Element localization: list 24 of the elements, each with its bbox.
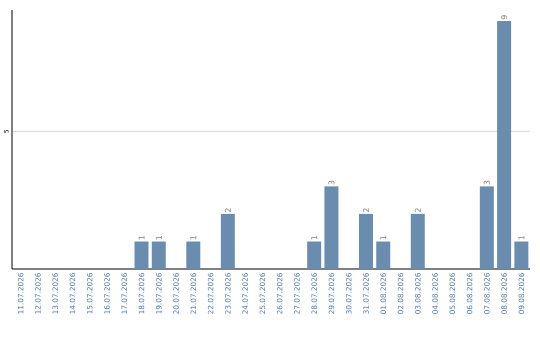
- data-label: 1: [518, 236, 524, 240]
- data-label: 1: [380, 236, 386, 240]
- bar: [497, 21, 512, 269]
- data-label: 2: [224, 208, 231, 212]
- data-label: 1: [138, 236, 144, 240]
- data-label: 1: [190, 236, 196, 240]
- bar: [152, 241, 166, 269]
- bar: [358, 214, 373, 269]
- data-label: 2: [414, 208, 421, 212]
- bar: [134, 241, 148, 269]
- data-label: 9: [501, 15, 508, 20]
- data-label: 1: [311, 236, 318, 240]
- bar: [514, 241, 528, 269]
- bar: [307, 241, 322, 269]
- bar: [186, 241, 200, 269]
- bar: [480, 186, 494, 269]
- bar: [220, 214, 235, 269]
- bar: [376, 241, 390, 269]
- data-label: 2: [362, 208, 369, 212]
- data-label: 3: [328, 180, 334, 185]
- data-label: 3: [484, 180, 490, 185]
- bar: [410, 214, 425, 269]
- data-label: 1: [156, 236, 162, 240]
- bar: [324, 186, 338, 269]
